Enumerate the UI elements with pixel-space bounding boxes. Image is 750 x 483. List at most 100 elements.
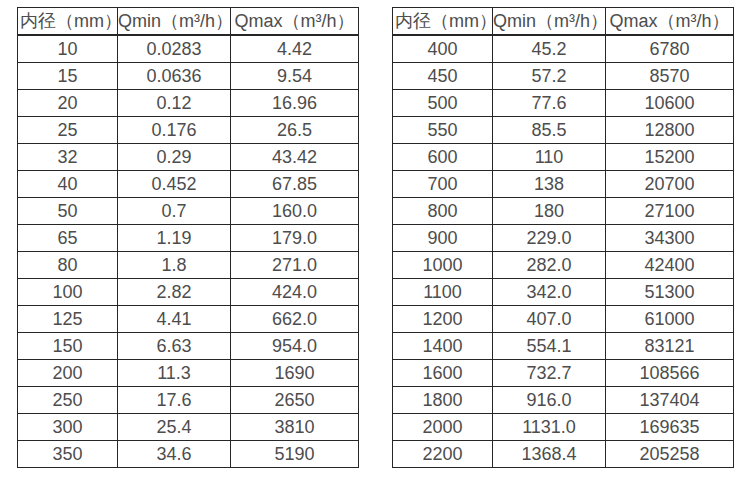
table-cell: 15 bbox=[18, 63, 118, 90]
header-qmin: Qmin（m³/h） bbox=[493, 8, 606, 36]
table-cell: 12800 bbox=[606, 117, 734, 144]
table-cell: 61000 bbox=[606, 306, 734, 333]
table-cell: 0.452 bbox=[118, 171, 231, 198]
table-cell: 1800 bbox=[393, 387, 493, 414]
table-cell: 2.82 bbox=[118, 279, 231, 306]
table-cell: 20 bbox=[18, 90, 118, 117]
table-cell: 954.0 bbox=[231, 333, 359, 360]
table-row: 1800916.0137404 bbox=[393, 387, 734, 414]
table-cell: 4.41 bbox=[118, 306, 231, 333]
table-cell: 342.0 bbox=[493, 279, 606, 306]
table-cell: 400 bbox=[393, 35, 493, 63]
table-cell: 108566 bbox=[606, 360, 734, 387]
table-cell: 900 bbox=[393, 225, 493, 252]
table-row: 22001368.4205258 bbox=[393, 441, 734, 468]
table-cell: 200 bbox=[18, 360, 118, 387]
table-row: 1506.63954.0 bbox=[18, 333, 359, 360]
table-cell: 8570 bbox=[606, 63, 734, 90]
table-cell: 1100 bbox=[393, 279, 493, 306]
table-cell: 800 bbox=[393, 198, 493, 225]
table-cell: 450 bbox=[393, 63, 493, 90]
table-row: 30025.43810 bbox=[18, 414, 359, 441]
table-cell: 2650 bbox=[231, 387, 359, 414]
table-cell: 9.54 bbox=[231, 63, 359, 90]
table-cell: 6780 bbox=[606, 35, 734, 63]
table-row: 1600732.7108566 bbox=[393, 360, 734, 387]
table-cell: 1600 bbox=[393, 360, 493, 387]
table-cell: 26.5 bbox=[231, 117, 359, 144]
header-inner-diameter: 内径（mm） bbox=[393, 8, 493, 36]
header-inner-diameter: 内径（mm） bbox=[18, 8, 118, 36]
page: 内径（mm） Qmin（m³/h） Qmax（m³/h） 100.02834.4… bbox=[0, 0, 750, 483]
table-cell: 160.0 bbox=[231, 198, 359, 225]
table-cell: 700 bbox=[393, 171, 493, 198]
table-cell: 51300 bbox=[606, 279, 734, 306]
table-body: 100.02834.42150.06369.54200.1216.96250.1… bbox=[18, 35, 359, 468]
table-cell: 25 bbox=[18, 117, 118, 144]
table-cell: 1690 bbox=[231, 360, 359, 387]
table-cell: 916.0 bbox=[493, 387, 606, 414]
table-row: 1200407.061000 bbox=[393, 306, 734, 333]
table-cell: 0.7 bbox=[118, 198, 231, 225]
table-cell: 10 bbox=[18, 35, 118, 63]
table-cell: 600 bbox=[393, 144, 493, 171]
table-cell: 250 bbox=[18, 387, 118, 414]
table-cell: 80 bbox=[18, 252, 118, 279]
table-row: 150.06369.54 bbox=[18, 63, 359, 90]
table-cell: 137404 bbox=[606, 387, 734, 414]
header-row: 内径（mm） Qmin（m³/h） Qmax（m³/h） bbox=[18, 8, 359, 36]
table-cell: 550 bbox=[393, 117, 493, 144]
table-cell: 0.0283 bbox=[118, 35, 231, 63]
table-cell: 0.29 bbox=[118, 144, 231, 171]
table-cell: 2200 bbox=[393, 441, 493, 468]
table-row: 20001131.0169635 bbox=[393, 414, 734, 441]
table-cell: 17.6 bbox=[118, 387, 231, 414]
table-row: 20011.31690 bbox=[18, 360, 359, 387]
table-row: 400.45267.85 bbox=[18, 171, 359, 198]
table-cell: 229.0 bbox=[493, 225, 606, 252]
table-cell: 83121 bbox=[606, 333, 734, 360]
table-row: 1100342.051300 bbox=[393, 279, 734, 306]
table-cell: 407.0 bbox=[493, 306, 606, 333]
flow-rate-table-large-diameters: 内径（mm） Qmin（m³/h） Qmax（m³/h） 40045.26780… bbox=[392, 7, 734, 468]
table-cell: 179.0 bbox=[231, 225, 359, 252]
table-cell: 57.2 bbox=[493, 63, 606, 90]
table-row: 45057.28570 bbox=[393, 63, 734, 90]
table-row: 801.8271.0 bbox=[18, 252, 359, 279]
table-cell: 45.2 bbox=[493, 35, 606, 63]
table-cell: 3810 bbox=[231, 414, 359, 441]
table-cell: 50 bbox=[18, 198, 118, 225]
table-row: 500.7160.0 bbox=[18, 198, 359, 225]
table-row: 200.1216.96 bbox=[18, 90, 359, 117]
table-cell: 4.42 bbox=[231, 35, 359, 63]
table-cell: 500 bbox=[393, 90, 493, 117]
table-cell: 10600 bbox=[606, 90, 734, 117]
table-cell: 5190 bbox=[231, 441, 359, 468]
header-qmax: Qmax（m³/h） bbox=[231, 8, 359, 36]
table-cell: 662.0 bbox=[231, 306, 359, 333]
table-cell: 1400 bbox=[393, 333, 493, 360]
table-row: 900229.034300 bbox=[393, 225, 734, 252]
header-qmax: Qmax（m³/h） bbox=[606, 8, 734, 36]
table-row: 1254.41662.0 bbox=[18, 306, 359, 333]
table-cell: 1368.4 bbox=[493, 441, 606, 468]
table-cell: 85.5 bbox=[493, 117, 606, 144]
table-row: 60011015200 bbox=[393, 144, 734, 171]
header-qmin: Qmin（m³/h） bbox=[118, 8, 231, 36]
table-cell: 180 bbox=[493, 198, 606, 225]
table-cell: 65 bbox=[18, 225, 118, 252]
table-cell: 205258 bbox=[606, 441, 734, 468]
table-cell: 40 bbox=[18, 171, 118, 198]
table-cell: 11.3 bbox=[118, 360, 231, 387]
table-cell: 169635 bbox=[606, 414, 734, 441]
table-cell: 0.0636 bbox=[118, 63, 231, 90]
table-row: 55085.512800 bbox=[393, 117, 734, 144]
table-cell: 16.96 bbox=[231, 90, 359, 117]
table-cell: 0.12 bbox=[118, 90, 231, 117]
table-cell: 1000 bbox=[393, 252, 493, 279]
table-row: 50077.610600 bbox=[393, 90, 734, 117]
flow-rate-table-small-diameters: 内径（mm） Qmin（m³/h） Qmax（m³/h） 100.02834.4… bbox=[17, 7, 359, 468]
table-row: 320.2943.42 bbox=[18, 144, 359, 171]
table-cell: 15200 bbox=[606, 144, 734, 171]
table-cell: 1.8 bbox=[118, 252, 231, 279]
